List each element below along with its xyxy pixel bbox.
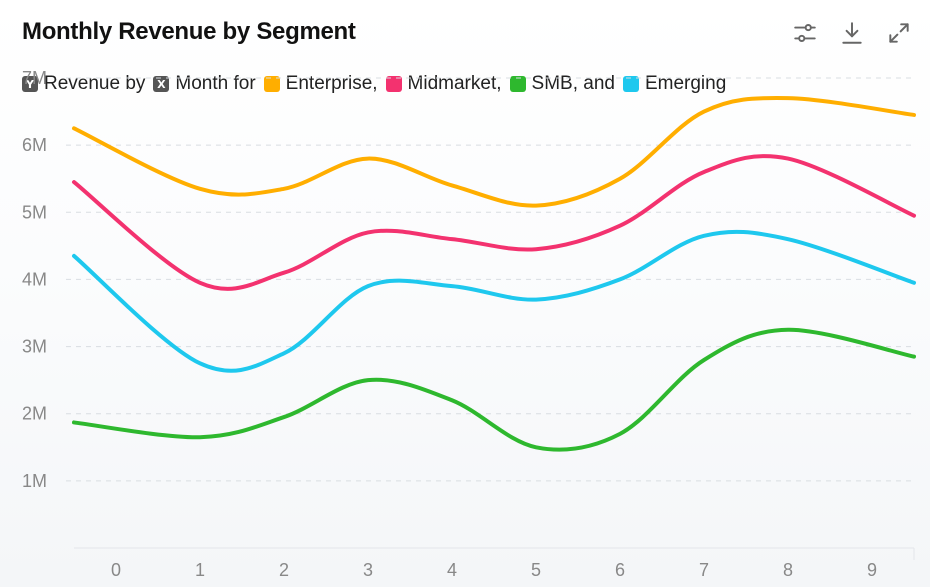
y-tick-label: 1M	[22, 471, 47, 491]
legend-label-smb[interactable]: SMB, and	[531, 73, 615, 94]
y-tick-label: 6M	[22, 135, 47, 155]
x-tick-label: 9	[867, 560, 877, 580]
x-axis-badge: X	[153, 76, 170, 92]
download-button[interactable]	[837, 18, 867, 48]
series-line-enterprise	[72, 96, 916, 208]
x-tick-label: 0	[111, 560, 121, 580]
legend-swatch-smb	[509, 76, 526, 92]
x-tick-label: 8	[783, 560, 793, 580]
chart-toolbar	[790, 18, 914, 48]
y-tick-label: 5M	[22, 202, 47, 222]
x-tick-label: 2	[279, 560, 289, 580]
x-tick-label: 7	[699, 560, 709, 580]
x-tick-label: 3	[363, 560, 373, 580]
sliders-button[interactable]	[790, 18, 820, 48]
x-tick-label: 1	[195, 560, 205, 580]
sliders-icon	[794, 24, 816, 42]
y-tick-label: 3M	[22, 337, 47, 357]
download-icon	[842, 22, 862, 44]
chart-legend: Y Revenue by X Month for Enterprise, Mid…	[22, 73, 734, 95]
y-tick-label: 7M	[22, 68, 47, 88]
expand-icon	[889, 23, 909, 43]
legend-label-emerging[interactable]: Emerging	[644, 73, 727, 94]
y-tick-label: 4M	[22, 269, 47, 289]
series-line-midmarket	[72, 154, 916, 291]
x-axis-legend-text: Month for	[175, 73, 256, 94]
x-tick-label: 5	[531, 560, 541, 580]
series-line-smb	[72, 327, 916, 452]
chart-title: Monthly Revenue by Segment	[22, 18, 356, 45]
legend-swatch-emerging	[622, 76, 639, 92]
x-tick-label: 4	[447, 560, 457, 580]
expand-button[interactable]	[884, 18, 914, 48]
legend-swatch-midmarket	[385, 76, 402, 92]
x-tick-label: 6	[615, 560, 625, 580]
legend-swatch-enterprise	[263, 76, 280, 92]
y-axis-badge: Y	[22, 76, 38, 92]
series-line-emerging	[72, 229, 916, 373]
y-tick-label: 2M	[22, 404, 47, 424]
